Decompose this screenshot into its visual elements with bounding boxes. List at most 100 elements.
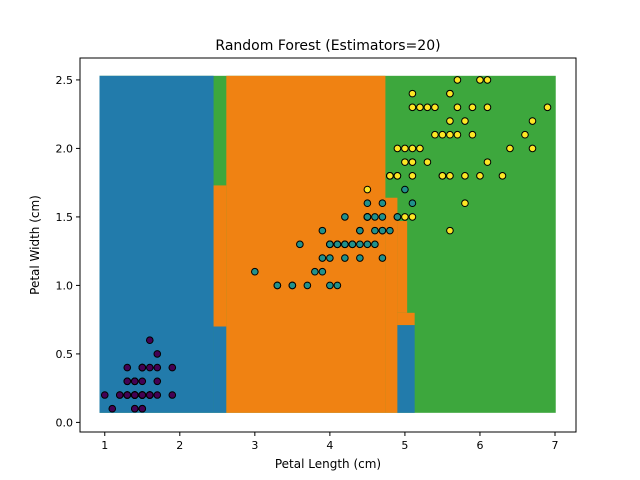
data-point-class-2 (431, 130, 439, 139)
data-point-class-0 (130, 377, 139, 386)
data-point-class-1 (318, 226, 327, 235)
data-point-class-1 (386, 226, 394, 235)
data-point-class-1 (401, 185, 409, 194)
data-point-class-2 (438, 130, 447, 139)
data-point-class-1 (378, 226, 387, 235)
data-point-class-1 (393, 213, 402, 221)
data-point-class-2 (408, 158, 417, 166)
data-point-class-2 (521, 130, 529, 139)
data-point-class-1 (326, 254, 334, 262)
data-point-class-1 (378, 199, 387, 208)
data-point-class-1 (318, 267, 327, 276)
y-tick-label: 0.0 (56, 416, 74, 429)
data-point-class-2 (423, 158, 432, 166)
data-point-class-0 (138, 391, 147, 399)
data-point-class-2 (393, 144, 402, 153)
data-point-class-0 (145, 336, 154, 345)
x-tick-label: 2 (176, 439, 183, 452)
data-point-class-2 (528, 144, 537, 153)
data-point-class-1 (363, 240, 372, 249)
data-point-class-0 (130, 404, 139, 413)
data-point-class-0 (153, 377, 162, 386)
data-points (100, 76, 552, 413)
data-point-class-2 (461, 199, 469, 208)
data-point-class-2 (528, 117, 537, 125)
data-point-class-2 (506, 144, 514, 153)
data-point-class-0 (100, 391, 109, 399)
decision-region-class-1 (385, 197, 398, 413)
data-point-class-2 (468, 130, 477, 139)
data-point-class-1 (378, 213, 387, 221)
data-point-class-1 (356, 240, 364, 249)
data-point-class-2 (476, 76, 484, 84)
data-point-class-2 (483, 103, 492, 112)
x-tick-label: 5 (401, 439, 408, 452)
data-point-class-2 (416, 103, 424, 112)
data-point-class-2 (423, 103, 432, 112)
data-point-class-0 (153, 350, 162, 358)
data-point-class-0 (115, 391, 124, 399)
data-point-class-2 (386, 172, 394, 180)
data-point-class-0 (168, 363, 177, 372)
y-tick-label: 1.5 (56, 211, 74, 224)
data-point-class-1 (288, 281, 297, 290)
data-point-class-2 (453, 130, 462, 139)
data-point-class-0 (145, 391, 154, 399)
y-axis-ticks: 0.0 0.5 1.0 1.5 2.0 2.5 (56, 74, 80, 429)
data-point-class-0 (145, 363, 154, 372)
chart-title: Random Forest (Estimators=20) (215, 38, 440, 54)
data-point-class-1 (341, 254, 349, 262)
data-point-class-0 (108, 404, 117, 413)
x-axis-label: Petal Length (cm) (275, 457, 381, 471)
data-point-class-2 (446, 172, 454, 180)
data-point-class-2 (408, 213, 417, 221)
x-tick-label: 7 (551, 439, 558, 452)
y-tick-label: 2.5 (56, 74, 74, 87)
y-tick-label: 0.5 (56, 348, 74, 361)
x-axis-ticks: 1 2 3 4 5 6 7 (101, 432, 558, 452)
data-point-class-0 (123, 377, 132, 386)
x-tick-label: 1 (101, 439, 108, 452)
data-point-class-2 (408, 172, 417, 180)
data-point-class-2 (446, 226, 454, 235)
data-point-class-1 (371, 240, 379, 249)
x-tick-label: 6 (476, 439, 483, 452)
data-point-class-2 (446, 89, 454, 98)
decision-region-class-0 (397, 325, 415, 413)
data-point-class-1 (333, 281, 342, 290)
data-point-class-2 (401, 144, 409, 153)
decision-region-class-1 (397, 312, 415, 326)
data-point-class-1 (356, 254, 364, 262)
data-point-class-1 (341, 240, 349, 249)
data-point-class-2 (393, 172, 402, 180)
data-point-class-1 (363, 199, 372, 208)
data-point-class-2 (461, 117, 469, 125)
data-point-class-2 (446, 130, 454, 139)
data-point-class-0 (138, 377, 147, 386)
data-point-class-1 (251, 267, 259, 276)
data-point-class-2 (431, 103, 439, 112)
x-tick-label: 4 (326, 439, 333, 452)
data-point-class-1 (273, 281, 282, 290)
data-point-class-0 (138, 363, 147, 372)
data-point-class-0 (138, 404, 147, 413)
data-point-class-1 (303, 281, 312, 290)
data-point-class-1 (371, 213, 379, 221)
data-point-class-1 (348, 240, 357, 249)
data-point-class-0 (153, 391, 162, 399)
data-point-class-2 (483, 76, 492, 84)
data-point-class-2 (476, 172, 484, 180)
data-point-class-2 (416, 144, 424, 153)
data-point-class-0 (153, 363, 162, 372)
data-point-class-1 (326, 240, 334, 249)
decision-region-class-1 (397, 221, 408, 313)
data-point-class-2 (401, 213, 409, 221)
data-point-class-1 (333, 240, 342, 249)
data-point-class-1 (408, 199, 417, 208)
data-point-class-1 (318, 254, 327, 262)
data-point-class-1 (341, 213, 349, 221)
decision-region-class-0 (213, 326, 227, 413)
data-point-class-0 (123, 363, 132, 372)
data-point-class-0 (130, 391, 139, 399)
